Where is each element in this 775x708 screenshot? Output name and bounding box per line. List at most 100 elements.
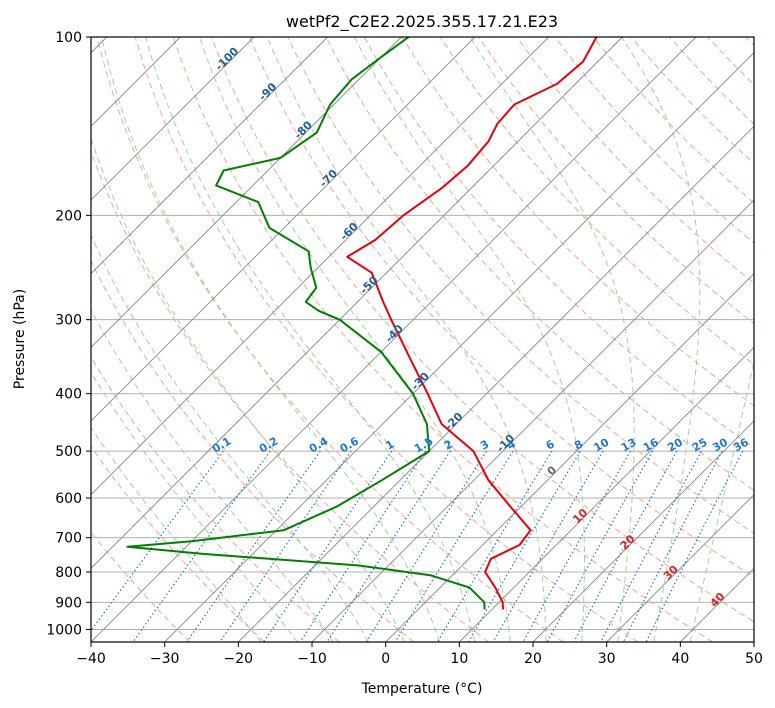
- dry-adiabat: [91, 531, 191, 642]
- mixing-ratio-line: [573, 450, 678, 642]
- x-tick-label: 20: [524, 651, 542, 667]
- y-tick-label: 900: [55, 595, 82, 611]
- moist-adiabat: [266, 37, 547, 642]
- x-tick-label: 50: [745, 651, 763, 667]
- mixing-ratio-label: 0.1: [210, 435, 233, 456]
- mixing-ratio-line: [645, 450, 744, 642]
- mixing-ratio-line: [436, 450, 553, 642]
- mixing-ratio-line: [622, 450, 723, 642]
- dry-adiabat-label: 10: [570, 506, 590, 526]
- moist-adiabat: [91, 233, 370, 642]
- y-tick-label: 800: [55, 565, 82, 581]
- y-tick-label: 400: [55, 387, 82, 403]
- mixing-ratio-label: 25: [690, 436, 710, 455]
- labels-layer: 0.1 0.2 0.4 0.6 1 1.5 2 3 4 6 8 10 13 16 20 25 30 36-100-…: [210, 44, 751, 609]
- isotherm-label: -30: [409, 370, 432, 393]
- mixing-ratio-line: [299, 450, 426, 642]
- isotherm: [680, 567, 754, 642]
- y-tick-label: 100: [55, 30, 82, 46]
- dry-adiabat: [363, 37, 754, 449]
- dry-adiabat: [91, 445, 265, 642]
- moist-adiabat: [354, 37, 585, 642]
- mixing-ratio-label: 30: [710, 435, 730, 454]
- y-tick-label: 300: [55, 313, 82, 329]
- y-axis-title: Pressure (hPa): [12, 289, 28, 389]
- dry-adiabat: [669, 37, 754, 125]
- y-tick-label: 700: [55, 531, 82, 547]
- moist-adiabat: [145, 37, 476, 642]
- y-tick-label: 200: [55, 208, 82, 224]
- dry-adiabat-label: 20: [618, 532, 638, 552]
- mixing-ratio-label: 1.5: [412, 435, 435, 456]
- dry-adiabat-label: 40: [708, 590, 728, 610]
- isotherm-label: -90: [256, 80, 279, 103]
- y-tick-label: 600: [55, 491, 82, 507]
- moist-adiabat: [91, 426, 262, 642]
- y-tick-label: 1000: [46, 622, 82, 638]
- mixing-ratio-line: [219, 450, 352, 642]
- isotherm: [164, 52, 754, 642]
- isotherm: [459, 346, 754, 642]
- isotherm-label: -20: [442, 410, 465, 433]
- moist-adiabat: [91, 137, 405, 642]
- mixing-ratio-line: [394, 450, 514, 642]
- isotherm: [91, 37, 623, 569]
- isotherm-label: -100: [213, 44, 242, 73]
- dry-adiabat: [134, 37, 639, 642]
- mixing-ratio-line: [546, 450, 654, 642]
- dry-adiabat-label: 30: [661, 563, 681, 583]
- x-tick-label: −30: [150, 651, 180, 667]
- y-axis: 100 200 300 400 500 600 700 800 900 1000: [46, 30, 91, 638]
- isotherm: [606, 494, 754, 642]
- x-tick-label: 0: [381, 651, 390, 667]
- dry-adiabat: [172, 37, 713, 642]
- moist-adiabat: [91, 308, 334, 642]
- mixing-ratio-line: [326, 450, 451, 642]
- mixing-ratio-line: [186, 450, 321, 642]
- mixing-ratio-label: 1: [383, 438, 396, 453]
- mixing-ratio-line: [492, 450, 604, 642]
- dry-adiabat: [554, 37, 754, 244]
- dry-adiabat: [592, 37, 754, 204]
- isotherm: [91, 37, 476, 422]
- background-lines: [91, 37, 754, 642]
- dry-adiabat: [249, 37, 754, 578]
- dry-adiabat: [91, 150, 489, 642]
- dry-adiabat: [325, 37, 754, 491]
- mixing-ratio-label: 10: [592, 435, 612, 454]
- moist-adiabat: [621, 37, 701, 642]
- isotherm: [385, 273, 754, 642]
- temperature-line: [346, 37, 598, 610]
- isotherm: [753, 641, 754, 642]
- mixing-ratio-label: 6: [544, 437, 557, 452]
- isotherm: [532, 420, 754, 642]
- moist-adiabat: [101, 37, 440, 642]
- x-tick-label: −10: [297, 651, 327, 667]
- isotherm: [91, 37, 255, 201]
- dry-adiabat: [91, 259, 415, 642]
- mixing-ratio-label: 8: [572, 438, 585, 453]
- x-tick-label: 30: [598, 651, 616, 667]
- x-axis: −40 −30 −20 −10 0 10 20 30 40 50: [76, 642, 763, 667]
- mixing-ratio-label: 0.6: [338, 434, 362, 455]
- dry-adiabat: [211, 37, 754, 623]
- mixing-ratio-line: [600, 450, 703, 642]
- mixing-ratio-line: [263, 450, 393, 642]
- mixing-ratio-label: 3: [478, 438, 491, 453]
- dry-adiabat: [287, 37, 754, 534]
- dry-adiabat: [96, 37, 564, 642]
- dry-adiabat: [745, 37, 754, 47]
- isotherm-label: -60: [338, 220, 361, 243]
- dry-adiabat: [516, 37, 754, 284]
- moist-adiabat: [91, 371, 298, 642]
- mixing-ratio-label: 16: [641, 435, 661, 454]
- chart-title: wetPf2_C2E2.2025.355.17.21.E23: [286, 12, 558, 32]
- x-tick-label: 40: [671, 651, 689, 667]
- dry-adiabat: [707, 37, 754, 86]
- dewpoint-line: [126, 37, 486, 610]
- mixing-ratio-label: 2: [442, 438, 455, 453]
- series-layer: [126, 37, 598, 610]
- moist-adiabat: [689, 358, 754, 642]
- isotherm: [91, 37, 549, 496]
